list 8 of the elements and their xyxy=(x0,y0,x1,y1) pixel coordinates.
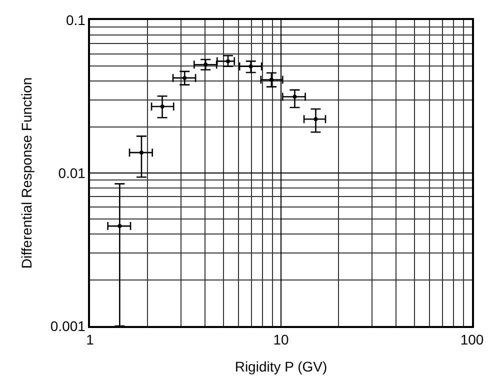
y-tick-label: 0.001 xyxy=(50,318,86,334)
x-tick-label: 100 xyxy=(460,332,484,348)
x-axis-title: Rigidity P (GV) xyxy=(234,358,328,374)
y-tick-label: 0.01 xyxy=(58,164,86,181)
y-axis-title: Differential Response Function xyxy=(18,77,35,269)
y-tick-label: 0.1 xyxy=(66,12,86,28)
x-tick-label: 1 xyxy=(86,332,94,348)
x-tick-label: 10 xyxy=(273,332,289,348)
